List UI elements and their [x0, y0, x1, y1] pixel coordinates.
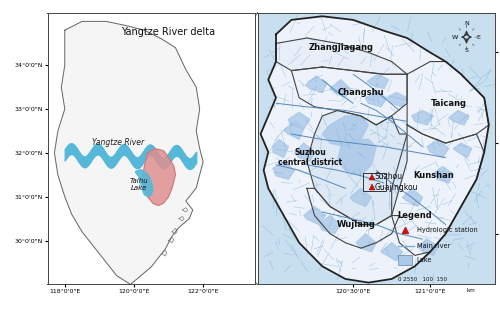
Polygon shape [434, 167, 454, 183]
Polygon shape [448, 111, 469, 125]
Polygon shape [366, 92, 387, 107]
Polygon shape [418, 239, 438, 255]
Polygon shape [54, 21, 203, 284]
Polygon shape [260, 16, 489, 283]
Polygon shape [412, 111, 434, 125]
Text: Taihu
Lake: Taihu Lake [130, 178, 148, 191]
Polygon shape [182, 208, 188, 212]
Text: W: W [452, 34, 458, 40]
Polygon shape [356, 234, 376, 252]
Polygon shape [168, 237, 173, 243]
Text: Kunshan: Kunshan [413, 171, 454, 180]
Polygon shape [350, 188, 372, 206]
FancyBboxPatch shape [413, 285, 422, 291]
Polygon shape [402, 188, 422, 206]
Polygon shape [284, 121, 304, 139]
Polygon shape [454, 143, 472, 158]
Polygon shape [288, 112, 310, 129]
Text: Legend: Legend [398, 211, 432, 220]
Text: S: S [464, 48, 468, 53]
Text: Taicang: Taicang [430, 99, 466, 108]
Text: Yangtze River delta: Yangtze River delta [122, 27, 216, 37]
Text: 0 2550   100  150: 0 2550 100 150 [398, 277, 446, 282]
Text: Lake: Lake [416, 257, 432, 263]
FancyBboxPatch shape [398, 254, 412, 265]
Polygon shape [322, 116, 368, 147]
Text: Yangtze River: Yangtze River [92, 138, 144, 147]
Text: Suzhou
central district: Suzhou central district [278, 148, 342, 167]
Polygon shape [392, 125, 484, 255]
Polygon shape [307, 111, 407, 225]
Text: Guajingkou: Guajingkou [374, 183, 418, 192]
Polygon shape [292, 67, 407, 125]
FancyBboxPatch shape [405, 285, 413, 291]
Text: Zhangjiagang: Zhangjiagang [308, 43, 374, 52]
Text: Hydrologic station: Hydrologic station [416, 227, 478, 233]
Text: Changshu: Changshu [338, 88, 384, 97]
Text: Suzhou: Suzhou [374, 172, 403, 181]
Polygon shape [427, 139, 448, 158]
Polygon shape [179, 216, 184, 221]
Polygon shape [319, 216, 341, 234]
Polygon shape [294, 143, 314, 161]
Polygon shape [142, 149, 176, 205]
Text: Wujiang: Wujiang [337, 220, 376, 229]
Polygon shape [304, 206, 326, 225]
Text: km: km [466, 289, 475, 294]
Text: N: N [464, 21, 469, 26]
Text: E: E [476, 34, 480, 40]
Text: Main river: Main river [416, 243, 450, 249]
Polygon shape [273, 161, 294, 179]
Polygon shape [136, 170, 153, 197]
Polygon shape [387, 92, 407, 107]
Polygon shape [172, 228, 177, 234]
Polygon shape [273, 139, 288, 158]
Polygon shape [338, 139, 376, 176]
Polygon shape [407, 62, 489, 143]
Polygon shape [162, 250, 167, 256]
Polygon shape [276, 38, 407, 74]
Polygon shape [381, 243, 402, 261]
FancyBboxPatch shape [422, 285, 430, 291]
Polygon shape [330, 80, 350, 98]
FancyBboxPatch shape [398, 285, 405, 291]
Polygon shape [307, 188, 400, 248]
Polygon shape [367, 74, 388, 89]
Bar [363, 173, 386, 191]
Polygon shape [306, 76, 327, 92]
